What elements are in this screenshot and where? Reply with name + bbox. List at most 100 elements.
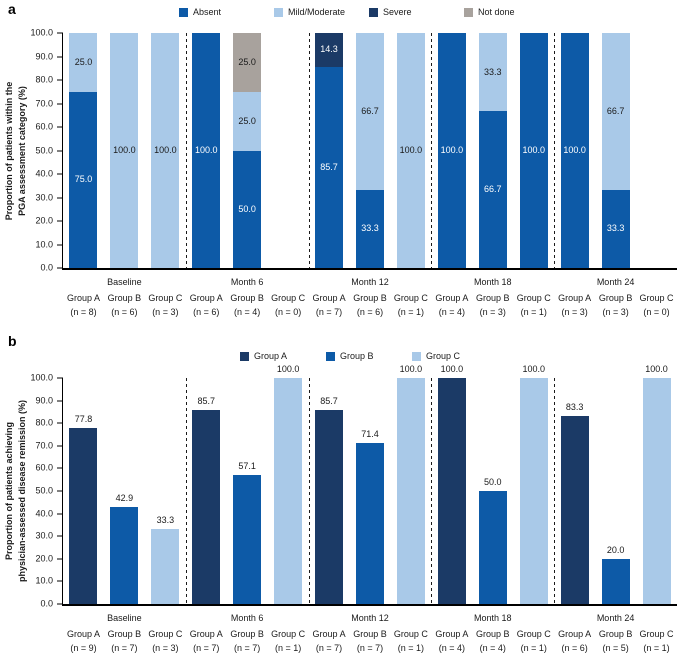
bar-group-label: Group A (n = 8) [66,293,100,317]
dashed-separator [431,378,433,604]
bar-group-a [69,428,98,604]
bar-group-label: Group B (n = 3) [598,293,633,317]
legend-swatch-icon [412,351,421,361]
bar-group-label: Group A (n = 7) [312,629,346,653]
bar-segment-mild-moderate: 25.0 [69,33,98,92]
bar-segment-absent: 66.7 [478,111,507,268]
bar-value-label: 33.3 [156,514,175,525]
bar-group-label: Group A (n = 4) [435,293,469,317]
y-axis-tick [57,244,63,245]
stacked-bar-group-a: 100.0 [192,33,221,268]
bar-segment-mild-moderate: 25.0 [233,91,262,151]
bar-group-label: Group A (n = 9) [66,629,100,653]
stacked-bar-group-b: 33.3 66.7 [356,33,384,268]
bar-value-label: 33.3 [361,223,379,234]
bar-group-label: Group A (n = 6) [189,293,223,317]
y-axis-tick [57,513,63,515]
bar-segment-absent: 100.0 [192,33,221,268]
stacked-bar-group-a: 100.0 [560,33,589,268]
bar-group-b [601,558,630,604]
y-axis-tick [57,150,63,151]
bar-segment-mild-moderate: 33.3 [478,33,507,112]
bar-value-label: 100.0 [276,364,300,374]
y-axis-tick [57,173,63,175]
bar-group-a [315,410,344,604]
y-axis-tick-label: 100.0 [30,27,53,38]
bar-value-label: 42.9 [115,493,134,504]
dashed-separator [554,378,556,604]
time-label: Month 12 [351,277,389,287]
y-axis-tick-label: 90.0 [35,395,53,406]
bar-group-label: Group A (n = 6) [558,629,592,653]
bar-group-b [233,474,262,604]
bar-value-label: 50.0 [238,203,256,214]
bar-segment-absent: 100.0 [519,33,548,268]
bar-value-label: 66.7 [484,184,502,195]
y-axis-tick [57,467,63,469]
bar-value-label: 85.7 [197,396,216,407]
bar-group-label: Group A (n = 4) [435,629,469,653]
bar-group-label: Group C (n = 1) [271,629,306,653]
panel-b: b Group A Group B Group C 0.0 10.0 20.0 30.0 4… [0,330,685,659]
y-axis-tick [57,535,63,537]
bar-group-label: Group C (n = 0) [271,293,306,317]
bar-value-label: 50.0 [484,477,502,487]
y-axis-tick-label: 0.0 [40,598,53,609]
bar-segment-absent: 100.0 [560,33,589,268]
y-axis-tick-label: 20.0 [35,553,53,564]
stacked-bar-group-a: 85.7 14.3 [315,33,344,268]
bar-group-c [642,378,671,604]
y-axis-tick-label: 10.0 [35,239,53,249]
y-axis-tick [57,445,63,447]
bar-value-label: 85.7 [320,161,338,172]
y-axis-tick [57,490,63,492]
bar-group-label: Group B (n = 6) [107,293,142,317]
time-label: Month 24 [596,613,635,623]
y-axis-tick-label: 50.0 [35,145,53,155]
y-axis-tick [57,103,63,104]
bar-segment-absent: 75.0 [69,91,98,268]
y-axis-tick-label: 60.0 [35,462,53,473]
legend-item-absent: Absent [179,7,274,17]
bar-value-label: 100.0 [154,145,177,155]
y-axis-tick-label: 0.0 [40,262,53,273]
bar-value-label: 25.0 [238,115,256,126]
legend-item-mild-moderate: Mild/Moderate [274,7,369,17]
legend-item-label: Absent [193,7,222,17]
dashed-separator [554,33,556,268]
panel-a-plot: 0.0 10.0 20.0 30.0 40.0 50.0 60.0 70.0 80.0 90.0 1… [4,28,677,317]
bar-value-label: 100.0 [399,145,423,155]
bar-value-label: 71.4 [361,428,379,439]
legend-item-not-done: Not done [464,7,559,17]
y-axis-tick [57,267,63,269]
bar-group-b [478,491,507,604]
bar-value-label: 85.7 [320,396,338,407]
panel-a-letter: a [8,1,16,17]
legend-item-label: Group B [340,351,374,361]
bar-group-label: Group C (n = 1) [516,293,551,317]
y-axis-tick [57,197,63,198]
bar-segment-not-done: 25.0 [233,33,262,92]
bar-group-b [356,442,384,604]
bar-value-label: 20.0 [606,544,625,555]
stacked-bar-group-b: 33.3 66.7 [601,33,630,268]
stacked-bar-group-c: 100.0 [151,33,180,268]
y-axis-tick-label: 50.0 [35,485,53,496]
legend-item-group-c: Group C [412,351,498,361]
y-axis-tick-label: 80.0 [35,417,53,428]
bar-segment-absent: 33.3 [356,189,384,268]
legend-item-label: Severe [383,7,412,17]
bar-value-label: 83.3 [565,401,584,412]
dashed-separator [185,33,187,268]
bar-group-c [151,528,180,604]
y-axis-tick-label: 40.0 [35,168,53,179]
bar-group-label: Group C (n = 1) [393,293,428,317]
stacked-bar-group-c: 100.0 [396,33,425,268]
bar-value-label: 100.0 [645,364,668,374]
legend-swatch-icon [369,7,378,17]
y-axis-tick-label: 10.0 [35,575,53,586]
bar-group-a [560,415,589,604]
bar-group-label: Group B (n = 5) [598,629,633,653]
bar-value-label: 100.0 [440,145,464,155]
